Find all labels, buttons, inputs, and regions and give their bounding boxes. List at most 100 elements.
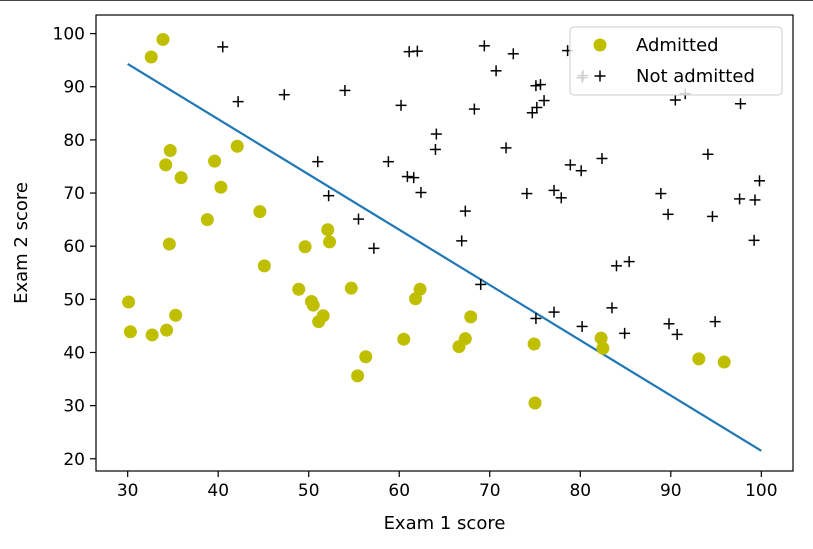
not-admitted-point [610,260,622,272]
not-admitted-point [669,94,681,106]
not-admitted-point [456,235,468,247]
admitted-point [409,292,423,306]
admitted-point [159,158,173,172]
not-admitted-point [575,165,587,177]
admitted-point [323,235,337,249]
not-admitted-point [754,175,766,187]
admitted-point [298,240,312,254]
not-admitted-point [323,190,335,202]
admitted-point [214,180,228,194]
y-tick-label: 80 [63,131,85,151]
not-admitted-point [382,156,394,168]
admitted-point [344,281,358,295]
not-admitted-point [475,278,487,290]
not-admitted-point [606,302,618,314]
not-admitted-point [353,213,365,225]
legend-item-admitted[interactable]: Admitted [593,35,719,56]
not-admitted-point [734,98,746,110]
not-admitted-point [702,148,714,160]
not-admitted-point [395,99,407,111]
admitted-point [717,355,731,369]
y-tick-label: 20 [63,450,85,470]
admitted-point [306,298,320,312]
not-admitted-point [408,172,420,184]
not-admitted-point [415,187,427,199]
admitted-point [174,171,188,185]
not-admitted-point [623,256,635,268]
not-admitted-point [478,40,490,52]
admitted-point [527,337,541,351]
not-admitted-point [596,152,608,164]
admitted-point [122,295,136,309]
not-admitted-point [663,318,675,330]
admitted-point [594,331,608,345]
not-admitted-point [749,194,761,206]
not-admitted-point [278,89,290,101]
legend-label: Not admitted [636,66,755,87]
admitted-point [230,139,244,153]
admitted-point [452,340,466,354]
x-tick-label: 100 [745,481,777,501]
y-tick-label: 30 [63,397,85,417]
not-admitted-point [671,328,683,340]
not-admitted-point [548,184,560,196]
not-admitted-point [429,143,441,155]
not-admitted-point [217,41,229,53]
not-admitted-point [411,45,423,57]
admitted-point [145,328,159,342]
legend[interactable]: Admitted Not admitted [569,26,783,96]
admitted-point [156,32,170,46]
admitted-point [321,223,335,237]
admitted-point [144,50,158,64]
y-tick-label: 90 [63,78,85,98]
admitted-point [169,308,183,322]
not-admitted-point [312,156,324,168]
not-admitted-point [468,103,480,115]
not-admitted-point [368,242,380,254]
series-admitted [122,32,731,410]
chart-axes: 30 40 50 60 70 80 90 100 20 30 40 50 60 70 80 90 100 [53,14,794,501]
y-tick-label: 70 [63,184,85,204]
legend-box [569,26,783,96]
admitted-point [312,315,326,329]
not-admitted-point [521,188,533,200]
not-admitted-point [531,101,543,113]
y-tick-label: 50 [63,290,85,310]
admitted-point [359,350,373,364]
admitted-point [123,325,137,339]
not-admitted-point [534,79,546,91]
y-axis-label: Exam 2 score [11,182,32,304]
admitted-point [257,259,271,273]
x-tick-label: 90 [660,481,682,501]
not-admitted-point [662,208,674,220]
not-admitted-point [459,205,471,217]
not-admitted-point [430,128,442,140]
admitted-point [208,154,222,168]
not-admitted-point [709,316,721,328]
admitted-point [464,310,478,324]
not-admitted-point [576,320,588,332]
admitted-point [160,323,174,337]
window-top-border [0,0,813,1]
legend-label: Admitted [636,35,719,56]
admitted-point [351,369,365,383]
not-admitted-point [748,234,760,246]
series-not-admitted [217,40,766,340]
legend-item-not-admitted[interactable]: Not admitted [594,66,755,87]
not-admitted-point [526,107,538,119]
not-admitted-point [339,84,351,96]
x-tick-label: 60 [388,481,410,501]
y-tick-label: 40 [63,343,85,363]
admitted-point [692,352,706,366]
plot-frame [95,14,794,472]
x-axis-label: Exam 1 score [384,513,506,534]
admitted-point [397,332,411,346]
not-admitted-point [555,192,567,204]
admitted-point [162,237,176,251]
not-admitted-point [490,65,502,77]
not-admitted-point [538,95,550,107]
decision-boundary-line [127,62,762,452]
admitted-point [200,213,214,227]
x-tick-label: 40 [207,481,229,501]
